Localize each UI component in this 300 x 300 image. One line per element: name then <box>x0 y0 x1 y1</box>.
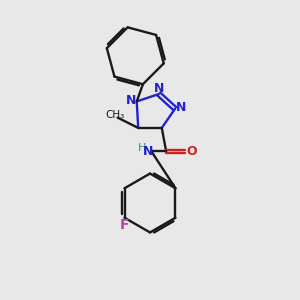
Text: N: N <box>176 101 187 114</box>
Text: H: H <box>138 143 146 153</box>
Text: F: F <box>120 218 129 232</box>
Text: N: N <box>143 145 153 158</box>
Text: N: N <box>154 82 165 95</box>
Text: O: O <box>186 145 196 158</box>
Text: N: N <box>126 94 136 107</box>
Text: CH₃: CH₃ <box>105 110 124 120</box>
